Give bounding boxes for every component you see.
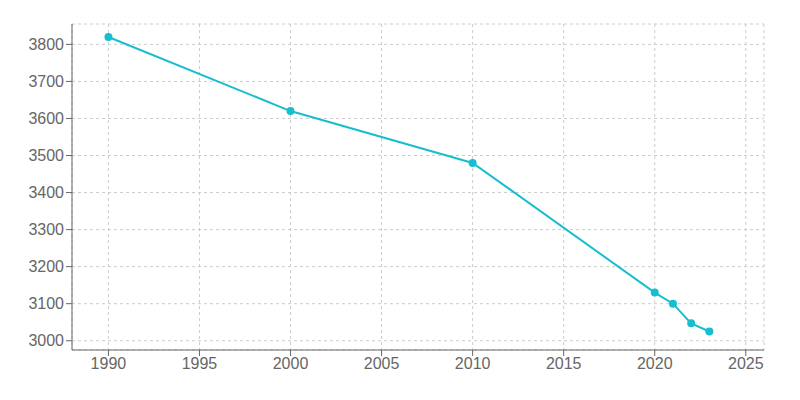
svg-text:3300: 3300 bbox=[28, 221, 64, 238]
svg-text:2015: 2015 bbox=[546, 355, 582, 372]
svg-text:2025: 2025 bbox=[728, 355, 764, 372]
svg-text:1995: 1995 bbox=[182, 355, 218, 372]
svg-text:2010: 2010 bbox=[455, 355, 491, 372]
svg-text:3600: 3600 bbox=[28, 110, 64, 127]
svg-text:3400: 3400 bbox=[28, 184, 64, 201]
svg-text:3800: 3800 bbox=[28, 36, 64, 53]
svg-text:3200: 3200 bbox=[28, 258, 64, 275]
svg-text:3100: 3100 bbox=[28, 295, 64, 312]
svg-text:3700: 3700 bbox=[28, 73, 64, 90]
svg-text:2000: 2000 bbox=[273, 355, 309, 372]
svg-text:2020: 2020 bbox=[637, 355, 673, 372]
svg-text:3000: 3000 bbox=[28, 332, 64, 349]
svg-text:1990: 1990 bbox=[91, 355, 127, 372]
svg-text:3500: 3500 bbox=[28, 147, 64, 164]
svg-text:2005: 2005 bbox=[364, 355, 400, 372]
